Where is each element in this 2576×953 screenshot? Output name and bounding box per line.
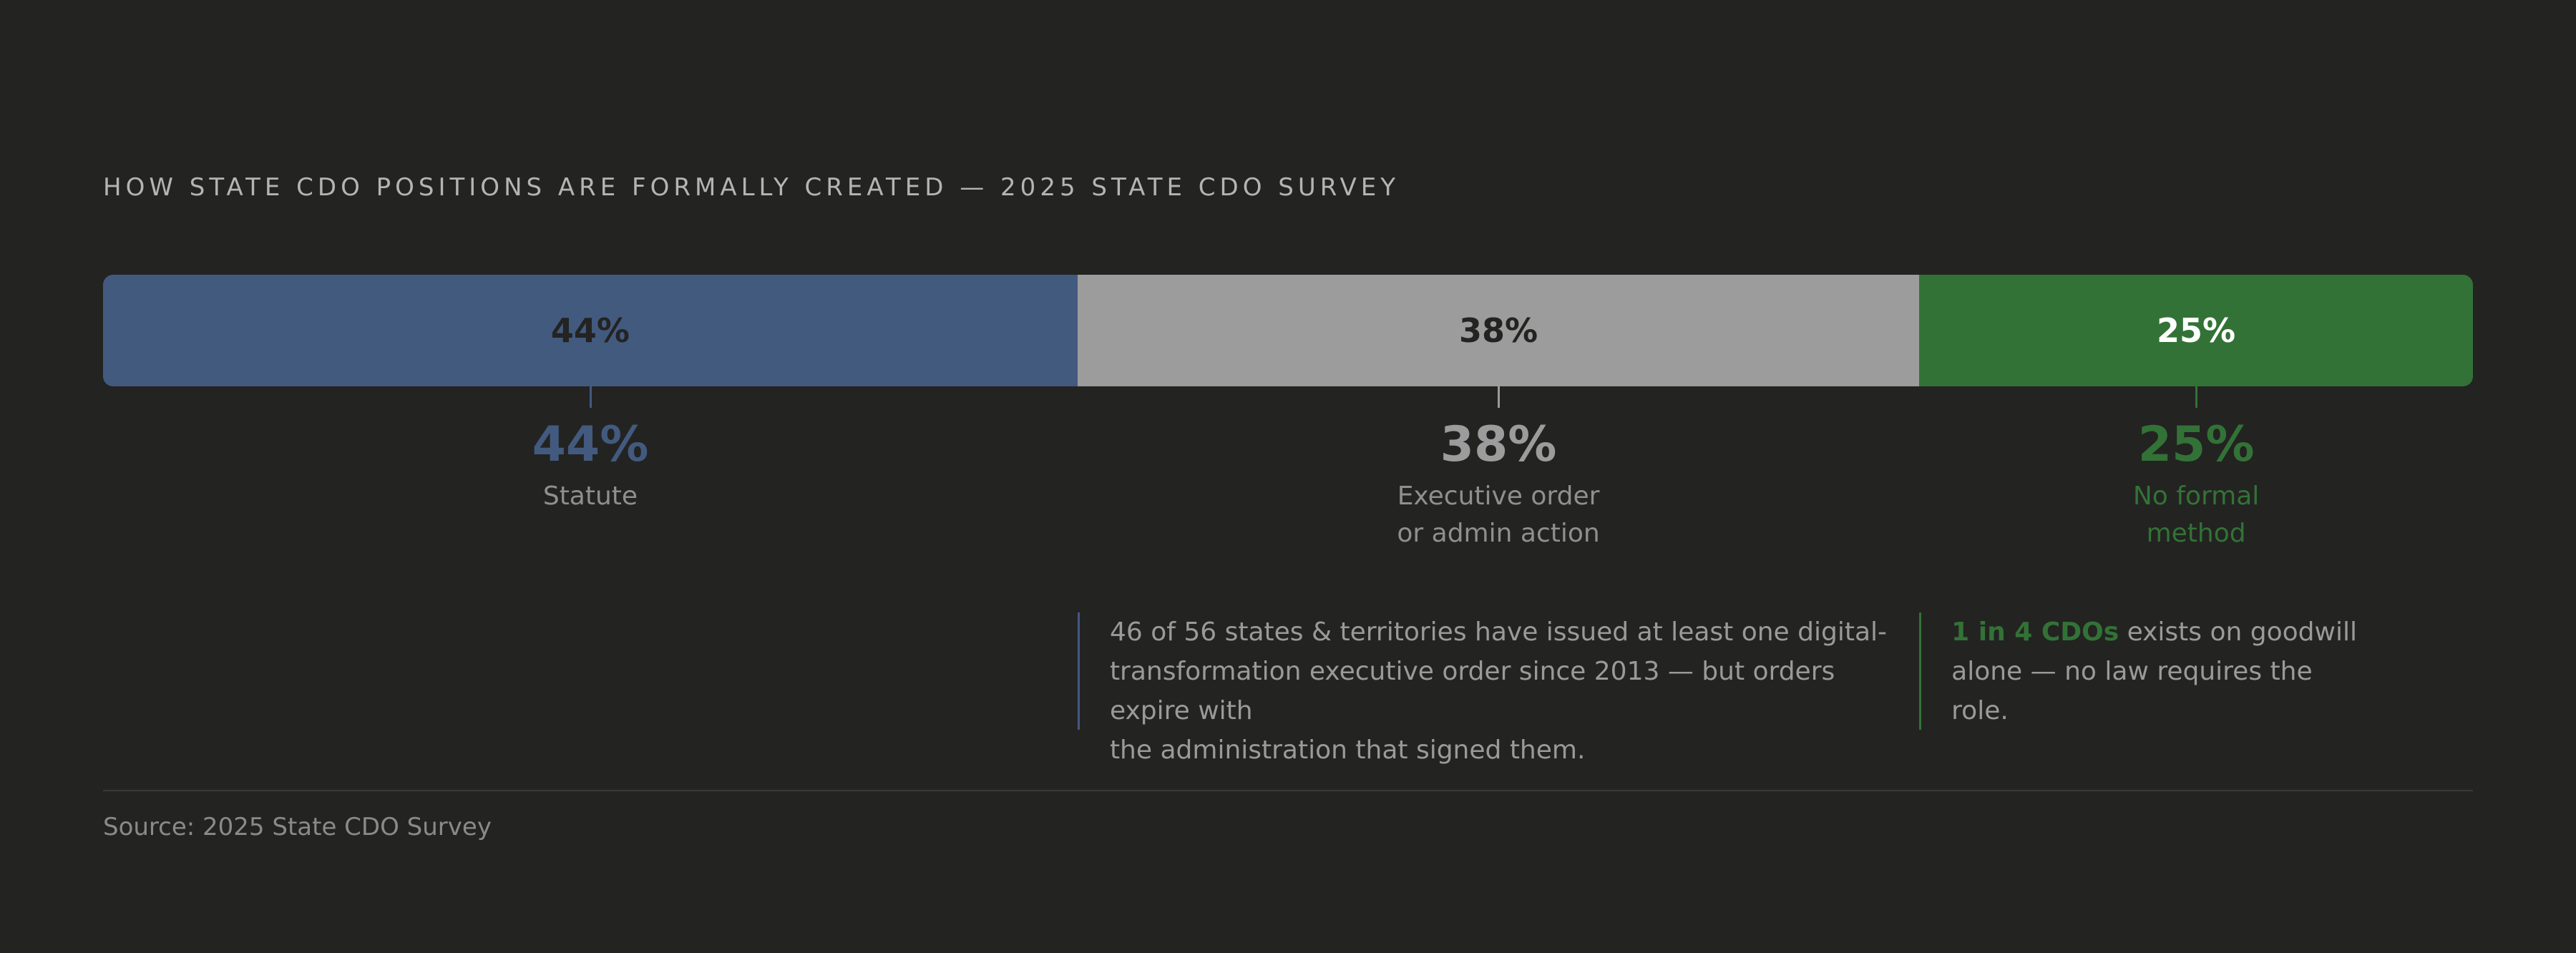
note-highlight: 1 in 4 CDOs — [1951, 617, 2119, 647]
note-no-formal-method: 1 in 4 CDOs exists on goodwill alone — n… — [1919, 612, 2456, 730]
callout-value: 38% — [1440, 416, 1557, 473]
bar-segment-label: 38% — [1458, 311, 1538, 350]
footer-divider — [103, 790, 2473, 791]
callout-tick-statute — [589, 386, 592, 408]
callout-no-formal-method: 25% No formal method — [2017, 415, 2375, 552]
note-line: transformation executive order since 201… — [1109, 657, 1835, 725]
bar-segment-no-formal-method: 25% — [1919, 275, 2473, 386]
bar-segment-executive-order: 38% — [1077, 275, 1920, 386]
callout-label: Statute — [542, 482, 638, 511]
note-line: 46 of 56 states & territories have issue… — [1109, 617, 1888, 647]
source-note: Source: 2025 State CDO Survey — [103, 813, 492, 841]
bar-segment-statute: 44% — [103, 275, 1078, 386]
callout-value: 25% — [2137, 416, 2255, 473]
callout-executive-order: 38% Executive order or admin action — [1319, 415, 1677, 552]
note-line: the administration that signed them. — [1109, 735, 1586, 765]
stacked-bar: 44% 38% 25% — [103, 275, 2473, 386]
note-executive-orders: 46 of 56 states & territories have issue… — [1077, 612, 1902, 765]
callout-tick-executive-order — [1498, 386, 1501, 408]
chart-title: HOW STATE CDO POSITIONS ARE FORMALLY CRE… — [103, 173, 1400, 202]
note-line: exists on goodwill — [2119, 617, 2357, 647]
callout-statute: 44% Statute — [411, 415, 769, 515]
bar-segment-label: 25% — [2157, 311, 2236, 350]
note-line: role. — [1951, 696, 2009, 725]
callout-value: 44% — [532, 416, 649, 473]
callout-label: No formal method — [2132, 482, 2260, 548]
callout-tick-no-formal-method — [2195, 386, 2198, 408]
bar-segment-label: 44% — [550, 311, 630, 350]
callout-label: Executive order or admin action — [1397, 482, 1600, 548]
note-line: alone — no law requires the — [1951, 657, 2313, 686]
